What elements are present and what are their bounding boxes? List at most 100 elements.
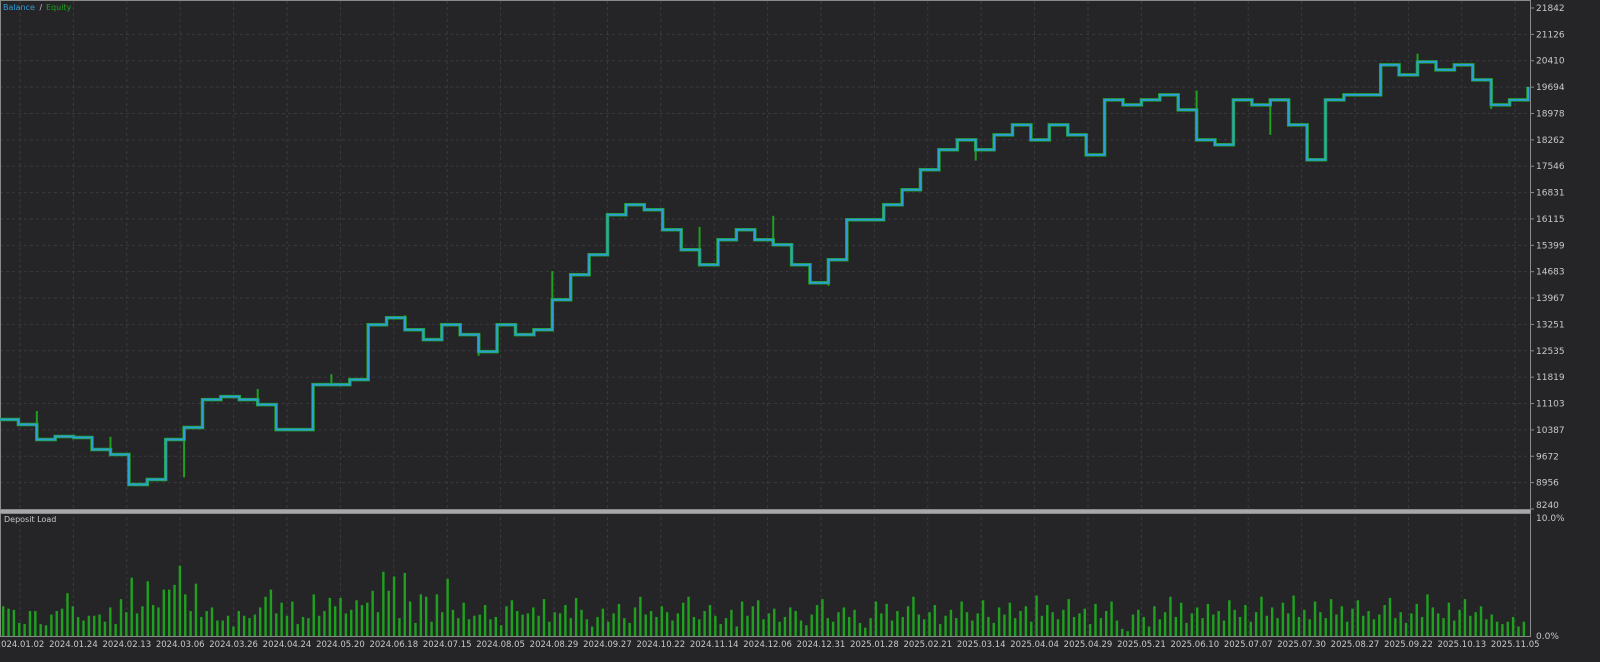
deposit-load-bar [2, 606, 5, 636]
x-tick-label: 2024.12.31 [797, 640, 846, 650]
y-tick-label: 21126 [1536, 30, 1565, 40]
deposit-load-bar [1367, 611, 1370, 636]
deposit-load-bar [360, 605, 364, 636]
deposit-load-bar [730, 609, 733, 636]
deposit-load-bar [1388, 597, 1392, 636]
deposit-load-bar [1174, 616, 1178, 636]
deposit-load-bar [376, 612, 380, 636]
deposit-load-bar [333, 606, 337, 636]
deposit-load-bar [478, 614, 481, 636]
deposit-load-bar [441, 612, 444, 636]
x-tick-label: 2024.01.24 [49, 640, 98, 650]
deposit-load-bar [1329, 599, 1333, 636]
deposit-load-bar [1185, 622, 1188, 636]
deposit-load-bar [837, 612, 840, 636]
deposit-load-bar [1083, 608, 1086, 636]
deposit-load-bar [853, 609, 856, 636]
x-tick-label: 2024.03.06 [156, 640, 205, 650]
deposit-load-bar [232, 626, 235, 636]
deposit-load-bar [189, 611, 192, 636]
deposit-load-bar [869, 618, 872, 636]
deposit-load-bar [1426, 594, 1429, 636]
deposit-load-bar [275, 613, 278, 636]
deposit-load-bar [371, 590, 374, 636]
deposit-load-bar [992, 622, 995, 636]
deposit-load-bar [146, 581, 149, 636]
deposit-load-bar [237, 611, 241, 636]
deposit-load-bar [301, 616, 305, 636]
deposit-load-bar [1394, 618, 1397, 636]
deposit-load-bar [1008, 602, 1012, 636]
deposit-load-bar [858, 622, 862, 636]
deposit-load-bar [671, 620, 674, 636]
y-tick-label: 12535 [1536, 347, 1565, 357]
balance-line [0, 60, 1529, 486]
deposit-load-bar [1131, 614, 1135, 636]
panel-separator[interactable] [0, 510, 1531, 513]
deposit-load-bar [649, 611, 653, 636]
deposit-load-bar [1217, 611, 1220, 636]
deposit-load-bar [248, 618, 251, 636]
deposit-load-bar [1094, 603, 1097, 636]
x-tick-label: 2025.08.27 [1331, 640, 1380, 650]
deposit-load-bar [542, 599, 546, 636]
deposit-load-bar [789, 607, 792, 636]
deposit-load-bar [1206, 603, 1210, 636]
deposit-load-bar [1244, 605, 1247, 636]
deposit-load-bar [1442, 618, 1445, 636]
y-tick-label: 11103 [1536, 400, 1565, 410]
deposit-load-bar [355, 600, 358, 636]
deposit-load-bar [1254, 612, 1258, 636]
deposit-load-bar [1511, 616, 1515, 636]
deposit-load-bar [1399, 612, 1402, 636]
deposit-load-bar [494, 616, 498, 636]
deposit-load-bar [1169, 596, 1172, 636]
deposit-load-bar [778, 621, 781, 636]
deposit-load-bar [719, 624, 722, 636]
deposit-load-bar [1474, 612, 1477, 636]
deposit-load-bar [344, 613, 348, 636]
deposit-load-bars [2, 565, 1526, 636]
x-tick-label: 2024.04.24 [263, 640, 312, 650]
y-tick-label: 17546 [1536, 162, 1565, 172]
deposit-load-bar [28, 611, 32, 636]
deposit-load-bar [430, 621, 433, 636]
deposit-load-bar [157, 607, 160, 636]
deposit-load-bar [1479, 606, 1483, 636]
deposit-load-bar [1153, 606, 1156, 636]
deposit-load-bar [317, 615, 321, 636]
deposit-load-bar [971, 620, 974, 636]
deposit-load-title: Deposit Load [4, 515, 56, 524]
deposit-load-bar [1019, 611, 1022, 636]
deposit-load-bar [350, 609, 353, 636]
deposit-load-bar [826, 618, 829, 636]
deposit-load-bar [1249, 621, 1252, 636]
deposit-load-bar [1046, 605, 1049, 636]
deposit-load-bar [259, 607, 262, 636]
deposit-load-bar [896, 611, 899, 636]
deposit-load-bar [435, 594, 439, 636]
deposit-load-bar [398, 618, 401, 636]
deposit-load-bar [799, 620, 803, 636]
deposit-load-bar [210, 607, 214, 636]
y-tick-label: 13251 [1536, 320, 1565, 330]
x-tick-label: 2024.11.14 [690, 640, 739, 650]
deposit-load-bar [1067, 599, 1070, 636]
deposit-load-bar [917, 614, 921, 636]
deposit-load-bar [93, 615, 96, 636]
y-tick-label: 8956 [1536, 479, 1559, 489]
deposit-load-bar [1517, 626, 1520, 636]
x-tick-label: 2024.09.27 [583, 640, 632, 650]
deposit-load-bar [912, 596, 915, 636]
deposit-load-bar [1238, 616, 1242, 636]
x-tick-label: 2024.07.15 [423, 640, 472, 650]
deposit-load-bar [424, 596, 428, 636]
deposit-load-bar [382, 571, 385, 636]
deposit-load-bar [1196, 607, 1199, 636]
deposit-load-bar [1201, 618, 1204, 636]
deposit-load-bar [564, 605, 567, 636]
deposit-load-bar [639, 596, 642, 636]
deposit-load-bar [307, 618, 310, 636]
x-tick-label: 2024.08.05 [476, 640, 525, 650]
deposit-load-bar [612, 613, 615, 636]
